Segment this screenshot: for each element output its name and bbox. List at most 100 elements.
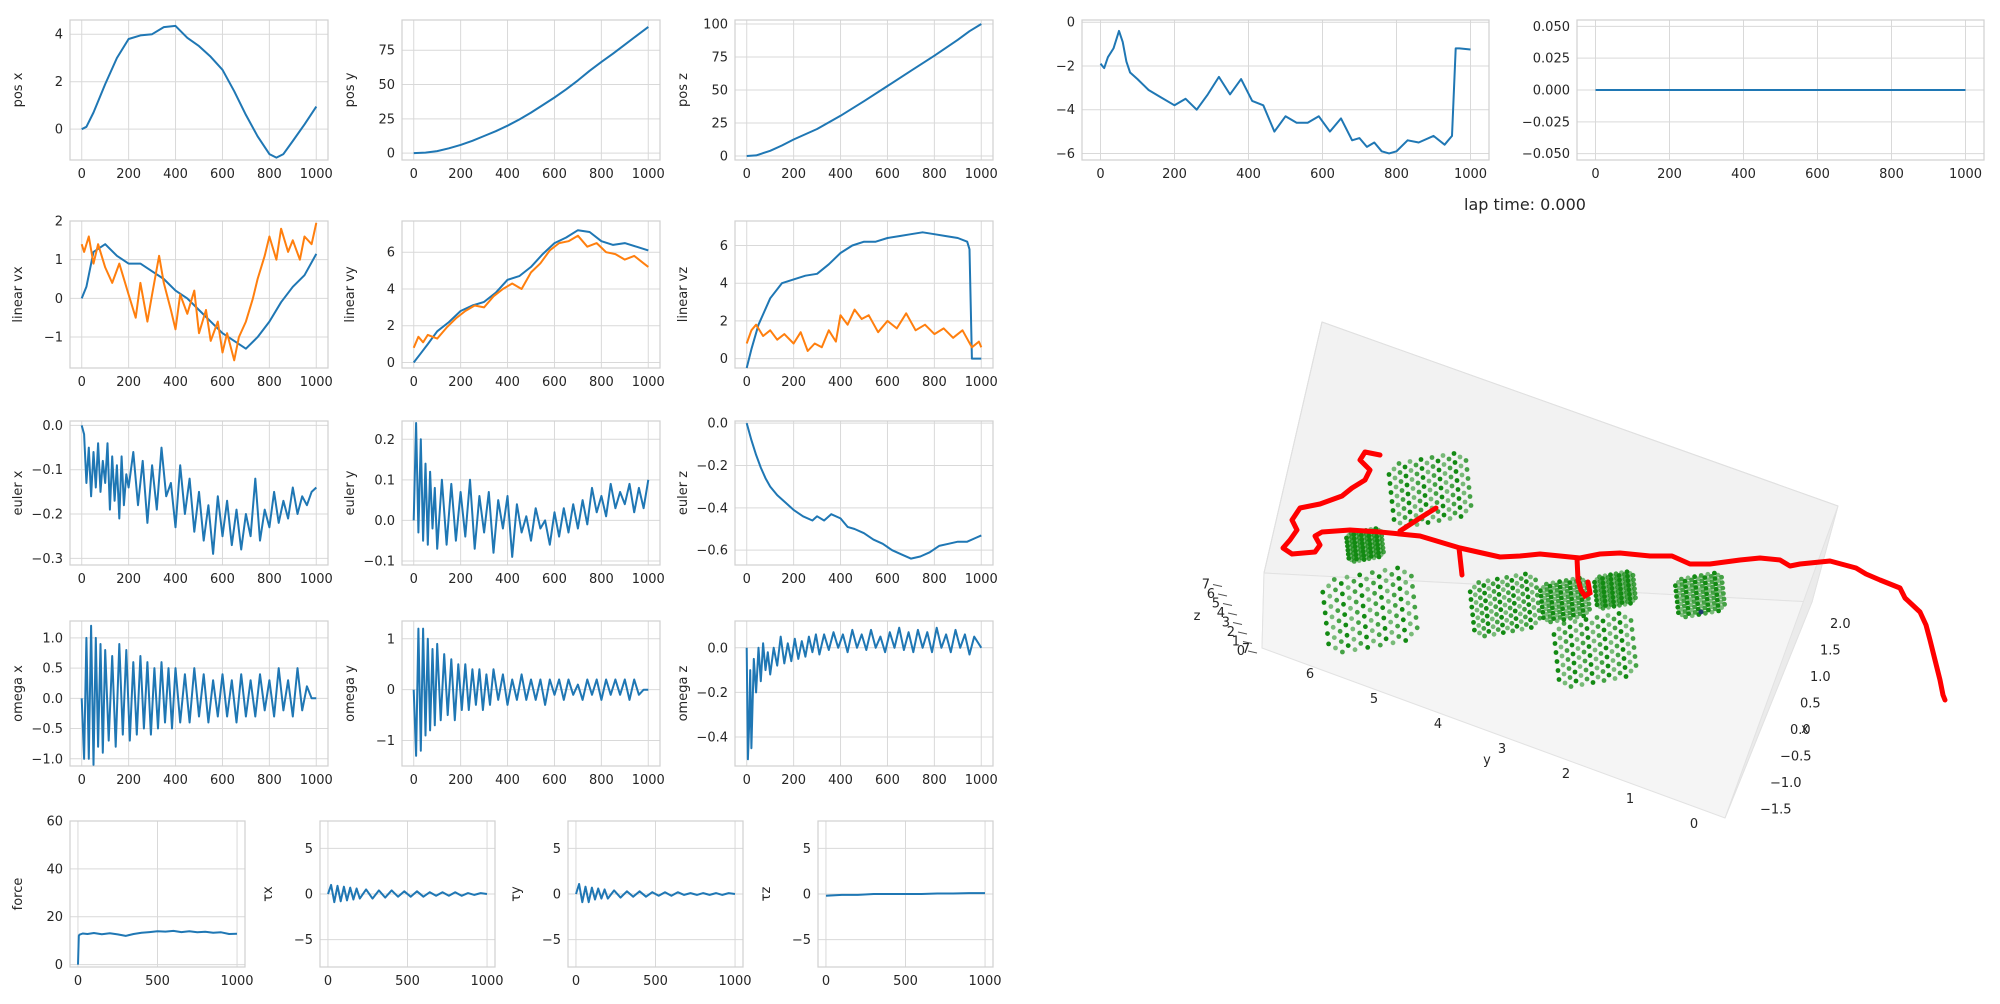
gate-point	[1458, 463, 1464, 469]
gate-point	[1510, 628, 1516, 634]
x-tick-label: 200	[116, 167, 141, 182]
subplot-linear-vx: 0 200 400 600 800 1000 −1 0 1 2 linear vx	[11, 215, 333, 391]
gate-point	[1357, 572, 1363, 578]
z-tick-label: 4	[1217, 606, 1225, 621]
y-tick-label: −1	[376, 734, 395, 749]
gate-point	[1429, 455, 1435, 460]
x-tick-label: 800	[257, 375, 282, 390]
gate-point	[1684, 595, 1690, 600]
gate-point	[1575, 646, 1581, 651]
gate-point	[1386, 599, 1391, 604]
y-tick-label: 1.0	[42, 631, 63, 646]
gate-point	[1560, 606, 1565, 612]
gate-point	[1490, 581, 1496, 587]
x-tick-label: 800	[922, 167, 947, 182]
gate-point	[1364, 576, 1369, 582]
gate-point	[1391, 466, 1397, 472]
series-line-1	[746, 23, 982, 157]
series-line-1	[825, 892, 985, 897]
gate-point	[1394, 493, 1400, 499]
y-axis-label: τz	[759, 887, 774, 902]
gate-point	[1488, 601, 1493, 607]
gate-point	[1548, 589, 1553, 594]
x-tick-label: 1000	[632, 773, 665, 788]
gate-point	[1601, 627, 1607, 633]
gate-point	[1478, 603, 1484, 608]
gate-point	[1425, 469, 1431, 475]
axes-frame	[69, 420, 329, 566]
gate-point	[1701, 594, 1706, 600]
y-tick-label: 4	[55, 28, 63, 43]
x3d-tick-label: 2.0	[1830, 617, 1851, 632]
subplot-linear-vy: 0 200 400 600 800 1000 0 2 4 6 linear vy	[343, 220, 665, 390]
y-tick-label: −0.3	[31, 552, 63, 567]
gate-point	[1514, 623, 1520, 629]
series-line-1	[77, 929, 238, 965]
gate-point	[1685, 605, 1691, 611]
gate-point	[1410, 584, 1415, 589]
gate-point	[1544, 587, 1550, 592]
gate-point	[1683, 614, 1688, 620]
gate-point	[1689, 607, 1694, 613]
x-tick-label: 0	[410, 167, 418, 182]
x-tick-label: 1000	[965, 375, 998, 390]
gate-point	[1493, 604, 1499, 610]
gate-point	[1400, 497, 1406, 502]
gate-point	[1395, 623, 1400, 629]
y-tick-label: 1	[387, 632, 395, 647]
gate-point	[1715, 597, 1720, 603]
gate-point	[1489, 609, 1494, 614]
gate-point	[1570, 651, 1576, 657]
gate-point	[1437, 476, 1443, 482]
gate-point	[1474, 607, 1480, 613]
y-axis-label: τy	[509, 886, 524, 902]
gate-point	[1590, 629, 1596, 635]
x-tick-label: 200	[448, 572, 473, 587]
gate-point	[1586, 644, 1592, 649]
gate-point	[1365, 586, 1371, 592]
axes-frame	[734, 220, 994, 369]
gate-point	[1532, 612, 1538, 618]
gate-point	[1409, 573, 1414, 579]
gate-point	[1698, 598, 1703, 603]
subplot-euler-x: 0 200 400 600 800 1000 −0.3 −0.2 −0.1 0.0 euler x	[11, 419, 333, 587]
gate-point	[1583, 599, 1588, 605]
y-tick-label: −0.5	[31, 722, 63, 737]
gate-point	[1558, 644, 1564, 650]
gate-point	[1344, 574, 1350, 580]
gate-point	[1623, 623, 1629, 629]
gate-point	[1713, 581, 1718, 587]
x-tick-label: 500	[145, 974, 170, 989]
gate-point	[1550, 580, 1556, 586]
gate-point	[1443, 480, 1449, 485]
gate-point	[1477, 587, 1482, 593]
x-tick-label: 200	[781, 773, 806, 788]
gate-point	[1393, 484, 1399, 490]
gate-point	[1431, 473, 1437, 478]
gate-point	[1345, 585, 1351, 590]
gate-point	[1407, 459, 1413, 464]
gate-point	[1595, 624, 1601, 629]
gate-point	[1698, 573, 1704, 578]
series-line-1	[327, 883, 488, 904]
gate-point	[1627, 659, 1633, 665]
gate-point	[1453, 469, 1459, 474]
gate-point	[1413, 615, 1419, 620]
gate-point	[1628, 668, 1634, 674]
gate-point	[1721, 591, 1726, 596]
gate-point	[1391, 517, 1397, 522]
gate-point	[1389, 572, 1395, 577]
gate-point	[1567, 580, 1573, 585]
gate-point	[1692, 579, 1698, 585]
x-tick-label: 0	[572, 974, 580, 989]
gate-point	[1608, 640, 1614, 645]
gate-point	[1361, 613, 1367, 619]
gate-point	[1494, 612, 1499, 617]
gate-point	[1702, 575, 1708, 580]
y-tick-label: −0.6	[696, 544, 728, 559]
gate-point	[1575, 595, 1581, 600]
gate-point	[1380, 545, 1386, 551]
y3d-tick-label: 0	[1690, 817, 1698, 832]
y-tick-label: 0.050	[1533, 20, 1570, 35]
